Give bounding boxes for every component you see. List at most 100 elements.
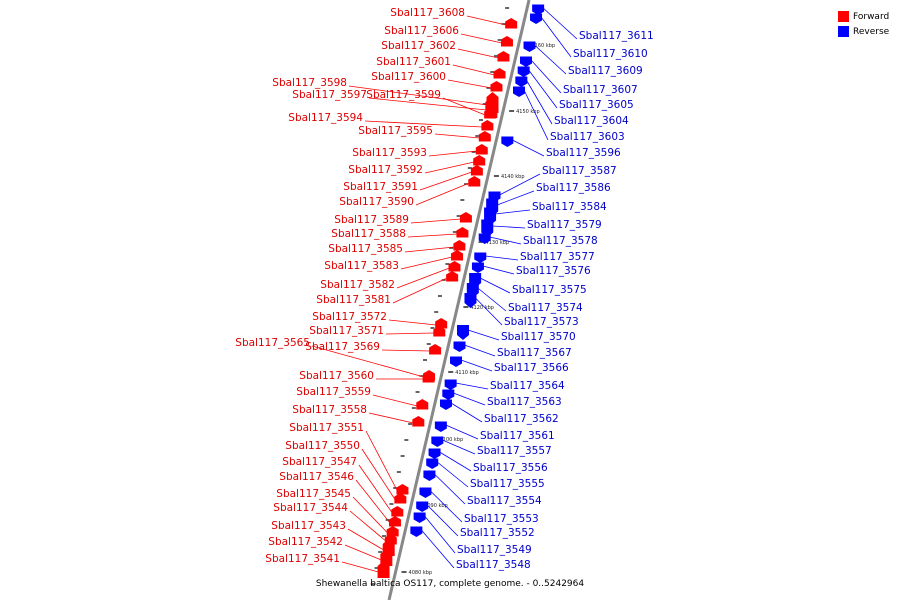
- reverse-gene-block-body: [484, 207, 497, 221]
- forward-gene-label: Sbal117_3582: [320, 279, 395, 291]
- reverse-gene-block: [426, 458, 439, 469]
- reverse-gene-label: Sbal117_3578: [523, 235, 598, 247]
- reverse-gene-connector: [445, 424, 479, 440]
- forward-gene-label: Sbal117_3594: [288, 112, 363, 124]
- scale-tick-label: 4110 kbp: [455, 370, 479, 376]
- forward-gene-block: [478, 131, 491, 142]
- forward-gene-block: [377, 561, 390, 578]
- forward-gene-connector: [424, 161, 475, 174]
- forward-gene-block-arrow: [391, 506, 404, 510]
- reverse-gene-block-body: [419, 487, 432, 495]
- reverse-gene-block-arrow: [434, 428, 447, 432]
- forward-gene-label: Sbal117_3592: [348, 164, 423, 176]
- scale-tick-label: 4090 kbp: [424, 503, 448, 509]
- reverse-gene-connector: [426, 504, 459, 537]
- reverse-gene-block: [520, 56, 533, 67]
- forward-gene-block-body: [484, 111, 497, 119]
- forward-gene-connector: [352, 496, 388, 534]
- reverse-gene-block-arrow: [464, 303, 477, 308]
- reverse-gene-label: Sbal117_3562: [484, 413, 559, 425]
- forward-gene-block-arrow: [456, 227, 469, 231]
- reverse-gene-block: [517, 66, 530, 77]
- forward-gene-block-body: [377, 566, 390, 578]
- reverse-gene-label: Sbal117_3561: [480, 430, 555, 442]
- forward-gene-connector: [341, 561, 379, 573]
- forward-gene-block-body: [396, 487, 409, 495]
- reverse-gene-block: [501, 136, 514, 147]
- forward-gene-block: [468, 176, 481, 187]
- forward-gene-block: [435, 318, 448, 329]
- reverse-gene-block-arrow: [501, 143, 514, 147]
- reverse-gene-block: [434, 421, 447, 432]
- genome-backbone: [387, 0, 531, 600]
- scale-tick-label: 4120 kbp: [470, 305, 494, 311]
- forward-gene-block: [500, 36, 513, 47]
- reverse-gene-block-body: [431, 436, 444, 444]
- forward-gene-block-body: [475, 147, 488, 155]
- forward-gene-block-arrow: [451, 250, 464, 254]
- reverse-gene-block-arrow: [439, 406, 452, 410]
- forward-gene-block-arrow: [500, 36, 513, 40]
- reverse-gene-block-body: [428, 448, 441, 456]
- forward-gene-connector: [392, 277, 448, 304]
- reverse-gene-block-body: [474, 252, 487, 260]
- forward-gene-block-arrow: [384, 534, 397, 538]
- forward-gene-block-arrow: [435, 318, 448, 322]
- forward-gene-connector: [347, 528, 384, 551]
- reverse-gene-label: Sbal117_3584: [532, 201, 607, 213]
- reverse-gene-connector: [497, 190, 535, 206]
- forward-gene-label: Sbal117_3585: [328, 243, 403, 255]
- forward-gene-label: Sbal117_3601: [376, 56, 451, 68]
- reverse-gene-label: Sbal117_3575: [512, 284, 587, 296]
- forward-gene-label: Sbal117_3602: [381, 40, 456, 52]
- reverse-gene-label: Sbal117_3607: [563, 84, 638, 96]
- reverse-gene-block-body: [481, 219, 494, 233]
- forward-gene-connector: [349, 510, 387, 542]
- reverse-gene-block-body: [523, 41, 536, 49]
- reverse-gene-connector: [528, 69, 558, 109]
- forward-gene-connector: [410, 218, 461, 224]
- reverse-gene-label: Sbal117_3554: [467, 495, 542, 507]
- reverse-gene-block-body: [513, 86, 526, 94]
- forward-gene-block-arrow: [486, 92, 499, 97]
- forward-gene-block-body: [412, 419, 425, 427]
- forward-gene-block: [451, 250, 464, 261]
- reverse-gene-label: Sbal117_3587: [542, 165, 617, 177]
- forward-gene-connector: [396, 267, 450, 289]
- reverse-gene-block-arrow: [442, 396, 455, 400]
- reverse-gene-block-body: [410, 526, 423, 534]
- reverse-gene-block-body: [416, 501, 429, 509]
- forward-gene-connector: [365, 430, 398, 492]
- forward-gene-block-body: [446, 274, 459, 282]
- forward-gene-block-arrow: [448, 261, 461, 265]
- forward-gene-connector: [415, 182, 470, 206]
- reverse-gene-block-arrow: [431, 443, 444, 447]
- reverse-gene-connector: [424, 515, 456, 554]
- forward-gene-block: [388, 516, 401, 527]
- reverse-gene-block-body: [457, 325, 470, 335]
- reverse-gene-connector: [477, 287, 507, 312]
- forward-gene-block: [412, 416, 425, 427]
- forward-gene-label: Sbal117_3544: [273, 502, 348, 514]
- reverse-gene-block-arrow: [520, 63, 533, 67]
- forward-gene-block-arrow: [380, 549, 393, 554]
- forward-gene-block-body: [448, 264, 461, 272]
- forward-gene-block-body: [497, 54, 510, 62]
- reverse-gene-label: Sbal117_3610: [573, 48, 648, 60]
- forward-gene-block-arrow: [423, 370, 436, 374]
- forward-swatch: [838, 11, 849, 22]
- forward-gene-block-arrow: [459, 212, 472, 216]
- forward-gene-label: Sbal117_3600: [371, 71, 446, 83]
- forward-gene-block: [396, 484, 409, 495]
- forward-gene-block: [505, 18, 518, 29]
- reverse-gene-label: Sbal117_3577: [520, 251, 595, 263]
- forward-gene-block-arrow: [481, 120, 494, 124]
- reverse-gene-label: Sbal117_3611: [579, 30, 654, 42]
- forward-gene-block-body: [459, 215, 472, 223]
- forward-gene-block: [484, 108, 497, 119]
- reverse-gene-block: [450, 356, 463, 367]
- forward-gene-block-arrow: [422, 372, 435, 376]
- forward-gene-block-body: [493, 71, 506, 79]
- reverse-gene-block-arrow: [428, 455, 441, 459]
